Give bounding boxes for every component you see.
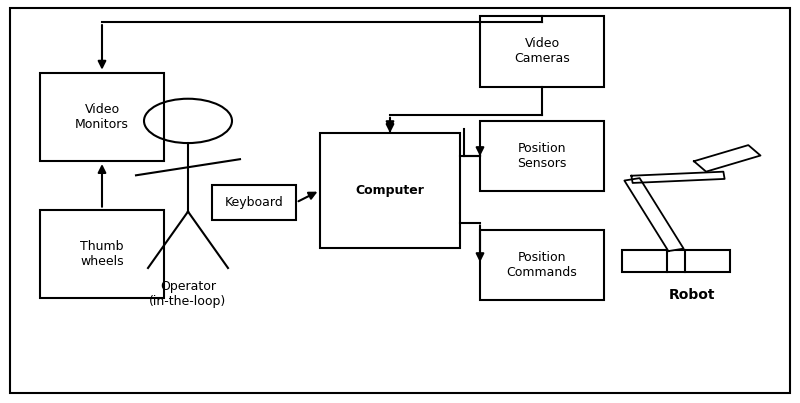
Bar <box>480 16 604 87</box>
Text: Operator
(in-the-loop): Operator (in-the-loop) <box>150 280 226 308</box>
Bar <box>320 133 460 248</box>
Polygon shape <box>694 145 761 172</box>
Bar <box>480 230 604 300</box>
Bar <box>622 250 730 272</box>
Bar <box>480 121 604 191</box>
Text: Video
Monitors: Video Monitors <box>75 103 129 131</box>
Text: Position
Sensors: Position Sensors <box>518 142 566 170</box>
Text: Thumb
wheels: Thumb wheels <box>80 240 124 268</box>
Polygon shape <box>631 172 725 183</box>
Text: Video
Cameras: Video Cameras <box>514 37 570 65</box>
Text: Keyboard: Keyboard <box>225 196 283 209</box>
Text: Position
Commands: Position Commands <box>506 251 578 279</box>
Bar <box>40 210 164 298</box>
Bar <box>212 185 296 220</box>
Bar <box>40 73 164 161</box>
Polygon shape <box>624 178 684 251</box>
Text: Robot: Robot <box>669 288 715 302</box>
Text: Computer: Computer <box>355 184 425 197</box>
